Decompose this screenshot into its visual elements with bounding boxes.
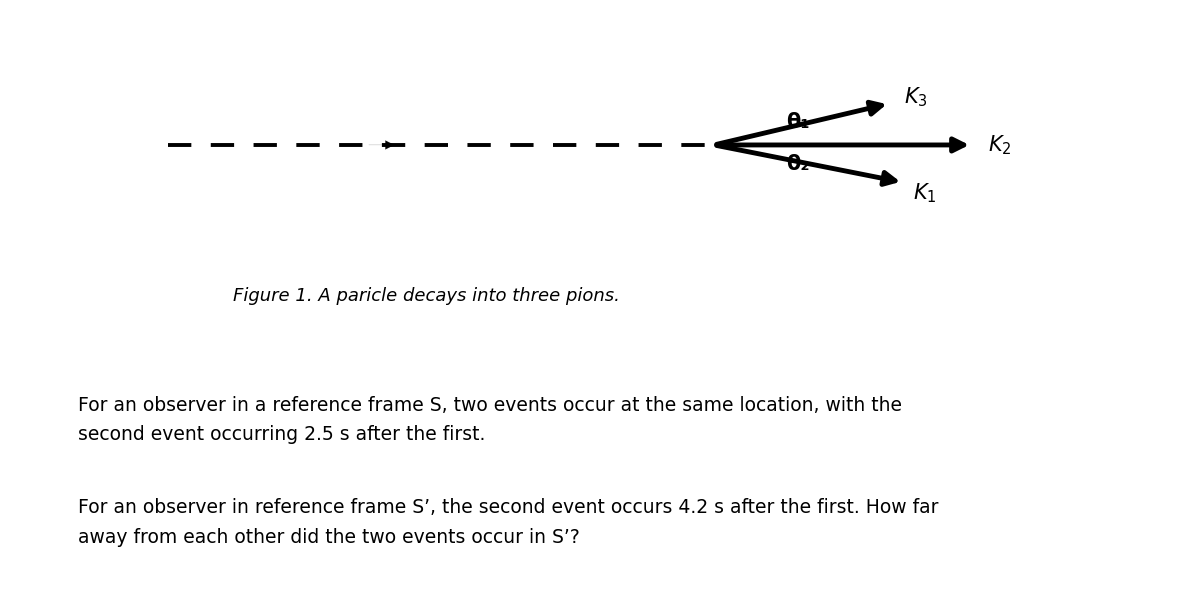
Text: Figure 1. A paricle decays into three pions.: Figure 1. A paricle decays into three pi… — [233, 287, 619, 305]
Text: $K_3$: $K_3$ — [904, 86, 928, 109]
Text: For an observer in a reference frame S, two events occur at the same location, w: For an observer in a reference frame S, … — [78, 396, 902, 444]
Text: θ₂: θ₂ — [786, 154, 810, 175]
Text: $K_1$: $K_1$ — [913, 181, 936, 205]
Text: $K_2$: $K_2$ — [988, 133, 1012, 157]
Text: θ₁: θ₁ — [786, 112, 810, 132]
Text: For an observer in reference frame S’, the second event occurs 4.2 s after the f: For an observer in reference frame S’, t… — [78, 498, 938, 547]
